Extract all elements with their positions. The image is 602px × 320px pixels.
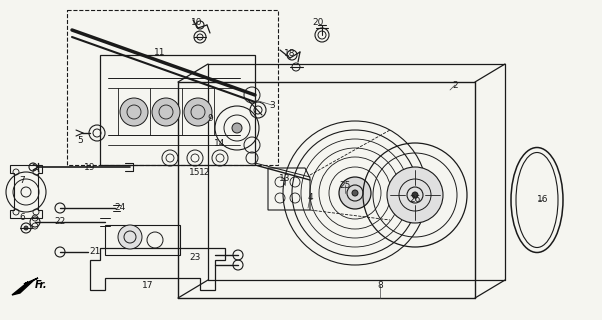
Circle shape	[118, 225, 142, 249]
Circle shape	[24, 226, 28, 230]
Text: 23: 23	[189, 252, 200, 261]
Text: 14: 14	[214, 139, 226, 148]
Circle shape	[339, 177, 371, 209]
Circle shape	[232, 123, 242, 133]
Text: 17: 17	[142, 281, 154, 290]
Text: 8: 8	[377, 281, 383, 290]
Text: 5: 5	[77, 135, 83, 145]
Text: 6: 6	[19, 213, 25, 222]
Text: 26: 26	[409, 196, 421, 204]
Circle shape	[152, 98, 180, 126]
Text: 22: 22	[54, 218, 66, 227]
Text: 20: 20	[312, 18, 324, 27]
Text: Fr.: Fr.	[35, 280, 48, 290]
Text: 11: 11	[154, 47, 166, 57]
Text: 13: 13	[279, 173, 291, 182]
Text: 7: 7	[19, 175, 25, 185]
Circle shape	[120, 98, 148, 126]
Circle shape	[352, 190, 358, 196]
Text: 15: 15	[189, 167, 200, 177]
Text: 25: 25	[340, 180, 351, 189]
Text: 10: 10	[191, 18, 203, 27]
Text: 16: 16	[537, 196, 549, 204]
Text: 4: 4	[307, 194, 313, 203]
Text: 2: 2	[452, 81, 458, 90]
Polygon shape	[12, 278, 38, 295]
Circle shape	[412, 192, 418, 198]
Circle shape	[184, 98, 212, 126]
Text: 12: 12	[199, 167, 211, 177]
Text: 24: 24	[114, 203, 126, 212]
Text: 3: 3	[269, 100, 275, 109]
Circle shape	[387, 167, 443, 223]
Text: 21: 21	[89, 247, 101, 257]
Text: 9: 9	[207, 114, 213, 123]
Text: 19: 19	[84, 163, 96, 172]
Text: 18: 18	[284, 49, 296, 58]
